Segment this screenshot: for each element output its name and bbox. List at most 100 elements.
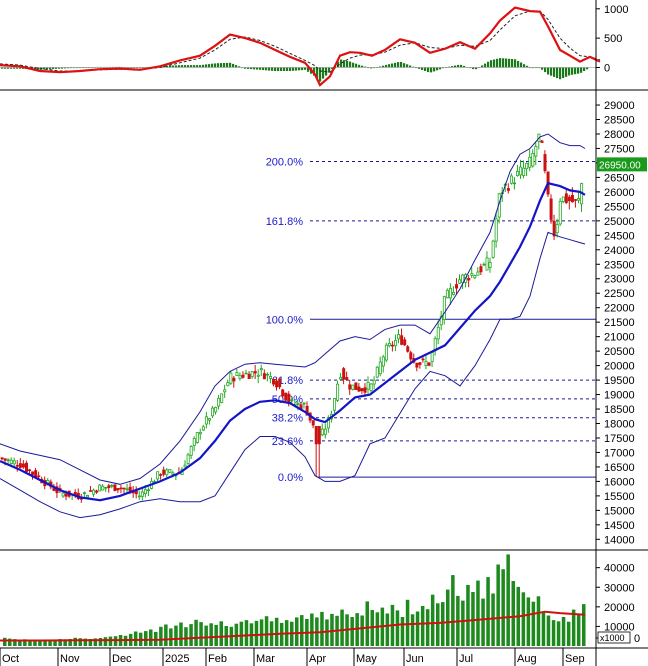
candle-body (232, 377, 236, 382)
candle-body (272, 378, 276, 385)
candle-body (485, 257, 489, 271)
volume-bar (325, 619, 329, 646)
volume-bar (88, 639, 93, 646)
macd-histogram-bar (583, 67, 586, 71)
volume-bar (244, 620, 249, 646)
macd-histogram-bar (535, 67, 538, 69)
volume-tick-label: 10000 (604, 621, 635, 633)
macd-histogram-bar (475, 67, 478, 70)
macd-histogram-bar (196, 65, 199, 68)
candle-body (265, 373, 269, 376)
volume-bar (511, 581, 516, 646)
candle-body (534, 145, 538, 157)
volume-bar (310, 613, 314, 646)
volume-bar (194, 619, 198, 646)
candle-body (564, 193, 568, 203)
price-tick-label: 16500 (604, 462, 635, 474)
macd-histogram-bar (286, 67, 289, 71)
candle-body (15, 464, 19, 467)
candle-body (525, 162, 529, 170)
x-axis-label: Oct (2, 653, 19, 665)
fibonacci-label: 0.0% (278, 472, 303, 484)
candle-body (326, 417, 330, 429)
price-tick-label: 14500 (604, 520, 635, 532)
candle-body (577, 198, 581, 201)
candle-body (372, 379, 376, 385)
volume-bar (556, 621, 561, 646)
candle-body (375, 366, 379, 378)
candle-body (259, 368, 263, 371)
candle-body (516, 170, 520, 176)
macd-histogram-bar (322, 67, 325, 79)
volume-bar (63, 639, 67, 646)
macd-histogram-bar (319, 67, 322, 82)
volume-bar (395, 610, 400, 646)
price-tick-label: 26500 (604, 172, 635, 184)
candle-body (333, 398, 337, 411)
macd-histogram-bar (16, 67, 19, 69)
candle-body (244, 372, 248, 375)
x-axis-label: Dec (112, 653, 132, 665)
volume-bar (410, 614, 415, 646)
candle-body (448, 287, 452, 299)
volume-bar (375, 612, 380, 646)
macd-tick-label: 0 (604, 62, 610, 74)
macd-histogram-bar (349, 61, 352, 68)
volume-bar (400, 617, 405, 646)
price-panel: 200.0%161.8%100.0%61.8%50.0%38.2%23.6%0.… (0, 100, 647, 546)
volume-bar (38, 639, 42, 646)
candle-body (323, 428, 327, 435)
candle-body (162, 469, 166, 475)
macd-histogram-bar (517, 60, 520, 68)
candle-body (61, 492, 65, 497)
x-axis-label: Apr (309, 653, 326, 665)
volume-bar (576, 613, 581, 646)
candle-body (204, 416, 208, 425)
candle-body (394, 339, 398, 347)
candle-body (427, 362, 431, 366)
macd-histogram-bar (586, 67, 589, 70)
price-tick-label: 22000 (604, 303, 635, 315)
volume-bar (83, 638, 88, 646)
candle-body (31, 471, 35, 475)
macd-histogram-bar (385, 64, 388, 68)
volume-bar (546, 615, 551, 646)
price-tick-label: 27500 (604, 143, 635, 155)
volume-bar (174, 625, 178, 646)
candle-body (491, 240, 495, 258)
volume-tick-label: 40000 (604, 563, 635, 575)
macd-histogram-bar (190, 65, 193, 68)
macd-histogram-bar (559, 67, 562, 80)
candle-body (146, 489, 150, 492)
macd-histogram-bar (433, 67, 436, 72)
macd-histogram-bar (193, 65, 196, 68)
x-axis: Oct Nov Dec 2025 Feb Mar Apr May Jun Jul Aug Sep (0, 648, 585, 666)
volume-bar (8, 638, 12, 646)
candle-body (284, 392, 288, 401)
candle-body (37, 475, 41, 478)
macd-histogram-bar (394, 62, 397, 68)
fibonacci-label: 100.0% (266, 314, 304, 326)
macd-histogram-bar (220, 63, 223, 68)
candle-body (250, 371, 254, 378)
volume-bar (476, 580, 480, 646)
candle-body (214, 406, 218, 413)
volume-bar (108, 636, 113, 646)
macd-histogram-bar (508, 58, 511, 68)
price-tick-label: 23500 (604, 259, 635, 271)
macd-histogram-bar (382, 65, 385, 68)
candle-body (415, 362, 419, 368)
candle-body (186, 454, 190, 464)
macd-histogram-bar (340, 59, 343, 68)
macd-histogram-bar (379, 66, 382, 68)
volume-bar (385, 613, 390, 646)
candle-body (256, 374, 260, 377)
macd-histogram-bar (256, 67, 259, 70)
volume-bar (491, 593, 495, 646)
candle-body (305, 405, 309, 416)
candle-body (226, 382, 230, 387)
macd-histogram-bar (550, 67, 553, 76)
candle-body (574, 199, 578, 201)
macd-tick-label: 1000 (604, 4, 628, 16)
volume-bar (320, 611, 324, 646)
